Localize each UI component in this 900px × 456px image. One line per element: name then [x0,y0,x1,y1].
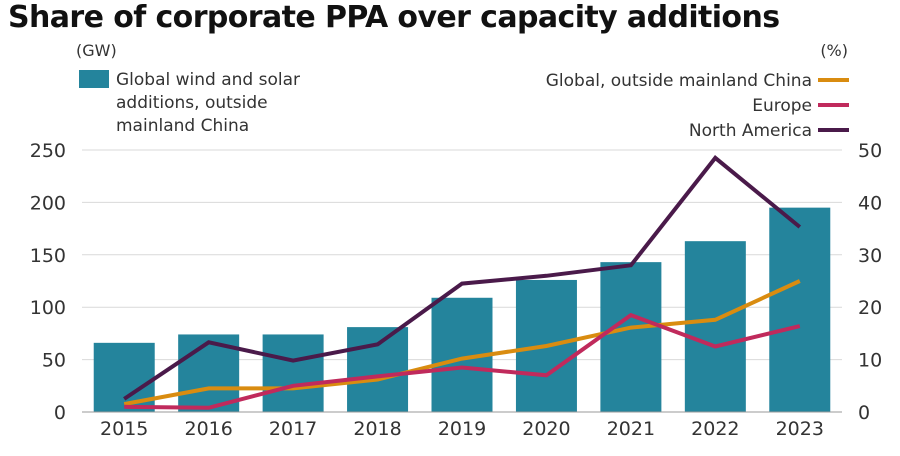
y-left-tick-label: 0 [54,402,66,424]
y-right-tick-label: 20 [858,297,882,319]
series-line [124,312,801,410]
y-right-unit-label: (%) [820,41,848,60]
x-tick-label: 2016 [184,418,232,440]
y-right-tick-label: 10 [858,350,882,372]
x-tick-label: 2020 [522,418,570,440]
series-line [123,279,801,407]
x-tick-label: 2019 [438,418,486,440]
bar [262,334,324,412]
bar [684,241,746,412]
y-right-tick-label: 0 [858,402,870,424]
chart-title: Share of corporate PPA over capacity add… [8,0,780,35]
y-right-tick-label: 50 [858,140,882,162]
y-right-tick-label: 30 [858,245,882,267]
y-left-tick-label: 150 [30,245,66,267]
x-tick-label: 2021 [607,418,655,440]
y-left-tick-label: 100 [30,297,66,319]
x-tick-label: 2015 [100,418,148,440]
legend-label-bar: mainland China [116,116,249,136]
x-tick-label: 2018 [353,418,401,440]
legend-label-bar: Global wind and solar [116,70,300,90]
legend-label-bar: additions, outside [116,93,268,113]
y-left-tick-label: 50 [42,350,66,372]
legend-label-line: Global, outside mainland China [546,71,812,91]
legend-swatch-bar [79,70,109,88]
bar [600,262,662,412]
legend-label-line: North America [689,121,812,141]
y-left-tick-label: 200 [30,192,66,214]
bar [347,327,409,412]
series-line [123,155,802,401]
y-left-tick-label: 250 [30,140,66,162]
legend-label-line: Europe [752,96,812,116]
bar [769,207,831,412]
x-tick-label: 2017 [269,418,317,440]
x-tick-label: 2023 [776,418,824,440]
y-left-unit-label: (GW) [76,41,117,60]
x-tick-label: 2022 [691,418,739,440]
y-right-tick-label: 40 [858,192,882,214]
